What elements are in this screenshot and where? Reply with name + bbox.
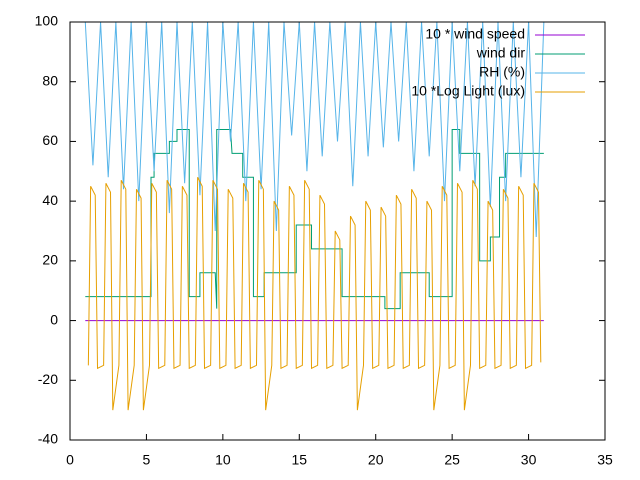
- legend-label: wind dir: [476, 45, 526, 61]
- x-tick-label: 25: [444, 452, 460, 468]
- x-tick-label: 30: [521, 452, 537, 468]
- x-tick-label: 35: [597, 452, 613, 468]
- legend-label: 10 * wind speed: [425, 26, 525, 42]
- y-tick-label: 20: [42, 252, 58, 268]
- x-tick-label: 0: [66, 452, 74, 468]
- y-tick-label: 40: [42, 192, 58, 208]
- series-line: [85, 128, 544, 310]
- x-tick-label: 5: [143, 452, 151, 468]
- y-tick-label: -40: [38, 431, 58, 447]
- x-tick-label: 15: [291, 452, 307, 468]
- y-tick-label: 80: [42, 72, 58, 88]
- x-tick-label: 10: [215, 452, 231, 468]
- y-tick-label: 60: [42, 132, 58, 148]
- y-tick-label: -20: [38, 371, 58, 387]
- legend-label: 10 *Log Light (lux): [411, 83, 525, 99]
- plot-border: [69, 21, 606, 441]
- series-line: [84, 22, 545, 237]
- series-line: [87, 177, 542, 411]
- x-tick-label: 20: [368, 452, 384, 468]
- y-tick-label: 100: [35, 13, 59, 29]
- legend-label: RH (%): [479, 64, 525, 80]
- y-tick-label: 0: [50, 311, 58, 327]
